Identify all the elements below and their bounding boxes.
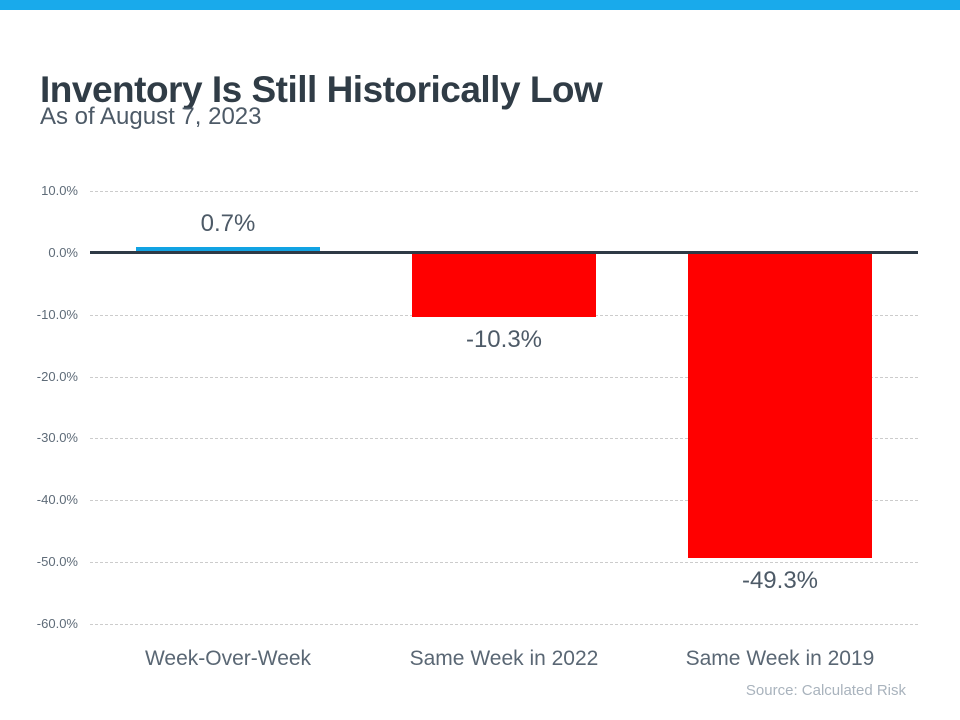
bar-0 — [136, 247, 320, 252]
y-tick-label: -50.0% — [36, 554, 78, 570]
y-tick-label: -10.0% — [36, 306, 78, 322]
bar-1 — [412, 252, 596, 317]
grid-line — [90, 438, 918, 440]
header-accent-band — [0, 0, 960, 10]
bar-value-label: 0.7% — [200, 210, 256, 238]
y-tick-label: -40.0% — [36, 492, 78, 508]
source-credit: Source: Calculated Risk — [745, 682, 906, 699]
grid-line — [90, 191, 918, 192]
grid-line — [90, 624, 918, 625]
bar-value-label: -49.3% — [741, 566, 819, 594]
y-tick-label: -20.0% — [36, 368, 78, 384]
y-tick-label: 10.0% — [41, 183, 78, 198]
grid-line — [90, 500, 918, 502]
bar-chart: 10.0% 0.0% -10.0% -20.0% -30.0% -40.0% -50.0% -… — [37, 183, 918, 670]
bar-value-label: -10.3% — [465, 325, 543, 353]
x-category-label: Same Week in 2019 — [685, 647, 875, 670]
grid-line — [90, 376, 918, 378]
x-category-label: Same Week in 2022 — [409, 647, 599, 670]
bar-2 — [688, 252, 872, 558]
grid-line — [90, 562, 918, 564]
page-title: Inventory Is Still Historically Low — [40, 68, 603, 110]
page-subtitle: As of August 7, 2023 — [40, 103, 262, 130]
y-tick-label: -30.0% — [36, 430, 78, 446]
zero-axis-line — [90, 251, 918, 255]
y-tick-label: -60.0% — [36, 616, 78, 631]
x-category-label: Week-Over-Week — [144, 647, 312, 670]
y-tick-label: 0.0% — [48, 244, 78, 260]
